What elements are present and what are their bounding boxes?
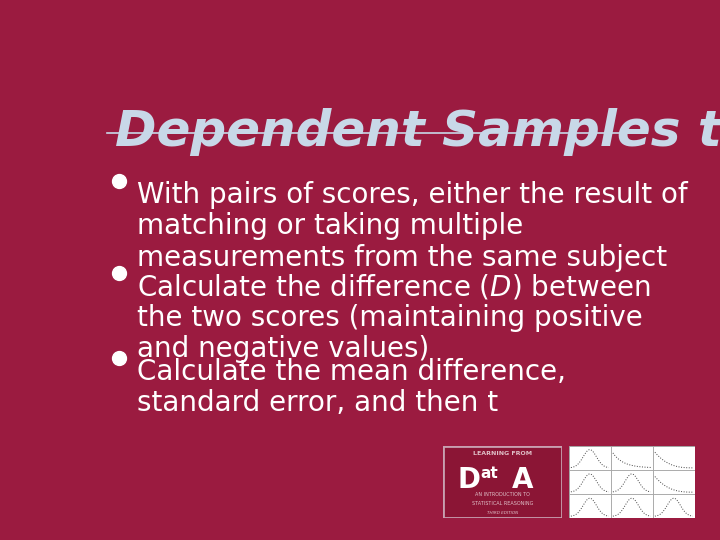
Bar bbox=[611, 470, 653, 494]
Text: A: A bbox=[512, 466, 534, 494]
Text: STATISTICAL REASONING: STATISTICAL REASONING bbox=[472, 501, 533, 506]
Bar bbox=[653, 470, 695, 494]
Text: standard error, and then t: standard error, and then t bbox=[138, 389, 498, 417]
Bar bbox=[653, 494, 695, 518]
Text: matching or taking multiple: matching or taking multiple bbox=[138, 212, 523, 240]
Text: Calculate the mean difference,: Calculate the mean difference, bbox=[138, 358, 567, 386]
Text: LEARNING FROM: LEARNING FROM bbox=[472, 451, 532, 456]
Bar bbox=[569, 494, 611, 518]
Text: and negative values): and negative values) bbox=[138, 335, 430, 363]
Text: Dependent Samples t-test: Dependent Samples t-test bbox=[115, 109, 720, 157]
Text: With pairs of scores, either the result of: With pairs of scores, either the result … bbox=[138, 181, 688, 209]
Bar bbox=[653, 446, 695, 470]
Bar bbox=[569, 470, 611, 494]
Text: the two scores (maintaining positive: the two scores (maintaining positive bbox=[138, 304, 643, 332]
Text: at: at bbox=[481, 466, 498, 481]
FancyBboxPatch shape bbox=[443, 446, 562, 518]
Text: measurements from the same subject: measurements from the same subject bbox=[138, 244, 667, 272]
Text: Calculate the difference ($\mathit{D}$) between: Calculate the difference ($\mathit{D}$) … bbox=[138, 273, 651, 302]
Text: AN INTRODUCTION TO: AN INTRODUCTION TO bbox=[474, 492, 530, 497]
Text: THIRD EDITION: THIRD EDITION bbox=[487, 511, 518, 515]
Bar bbox=[611, 446, 653, 470]
Bar bbox=[611, 494, 653, 518]
Text: D: D bbox=[457, 466, 480, 494]
Bar bbox=[569, 446, 611, 470]
